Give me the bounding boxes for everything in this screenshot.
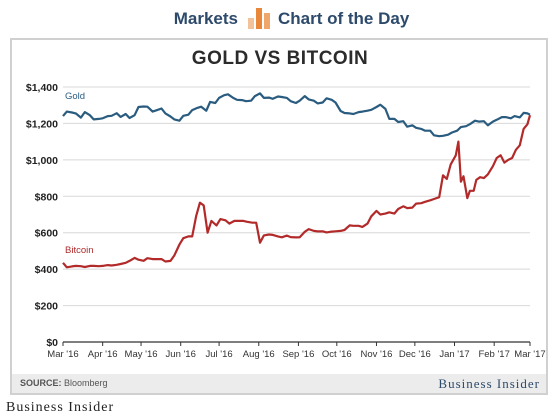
series-label-bitcoin: Bitcoin bbox=[65, 245, 94, 256]
y-tick-label: $400 bbox=[35, 264, 59, 276]
x-tick-label: Jun '16 bbox=[166, 349, 196, 360]
x-tick-label: Sep '16 bbox=[282, 349, 314, 360]
chart-of-the-day-label: Chart of the Day bbox=[278, 9, 410, 28]
x-tick-label: Apr '16 bbox=[88, 349, 118, 360]
business-insider-logo: Business Insider bbox=[438, 376, 540, 391]
x-tick-label: Dec '16 bbox=[399, 349, 431, 360]
x-tick-label: Jul '16 bbox=[206, 349, 233, 360]
x-tick-label: Oct '16 bbox=[322, 349, 352, 360]
header: Markets Chart of the Day bbox=[0, 0, 560, 38]
bar-chart-icon bbox=[248, 8, 270, 29]
y-tick-label: $1,200 bbox=[26, 118, 58, 130]
x-tick-label: Nov '16 bbox=[361, 349, 393, 360]
y-tick-label: $0 bbox=[46, 337, 58, 349]
y-tick-label: $600 bbox=[35, 228, 59, 240]
source-label: SOURCE: bbox=[20, 378, 62, 388]
x-tick-label: Mar '16 bbox=[47, 349, 78, 360]
series-label-gold: Gold bbox=[65, 91, 85, 102]
x-tick-label: Aug '16 bbox=[243, 349, 275, 360]
chart-title: GOLD VS BITCOIN bbox=[191, 48, 369, 69]
y-tick-label: $200 bbox=[35, 301, 59, 313]
series-line-gold bbox=[62, 92, 531, 138]
footer-bar bbox=[12, 374, 546, 393]
y-tick-label: $1,400 bbox=[26, 82, 58, 94]
y-tick-label: $800 bbox=[35, 191, 59, 203]
x-tick-label: May '16 bbox=[125, 349, 158, 360]
source-note: SOURCE: Bloomberg bbox=[20, 378, 108, 388]
x-tick-label: Mar '17 bbox=[514, 349, 545, 360]
y-tick-label: $1,000 bbox=[26, 155, 58, 167]
source-value: Bloomberg bbox=[64, 378, 108, 388]
x-tick-label: Jan '17 bbox=[439, 349, 469, 360]
x-tick-label: Feb '17 bbox=[478, 349, 509, 360]
markets-label: Markets bbox=[173, 9, 238, 28]
series-line-bitcoin bbox=[62, 114, 532, 269]
business-insider-wordmark: Business Insider bbox=[6, 400, 115, 415]
